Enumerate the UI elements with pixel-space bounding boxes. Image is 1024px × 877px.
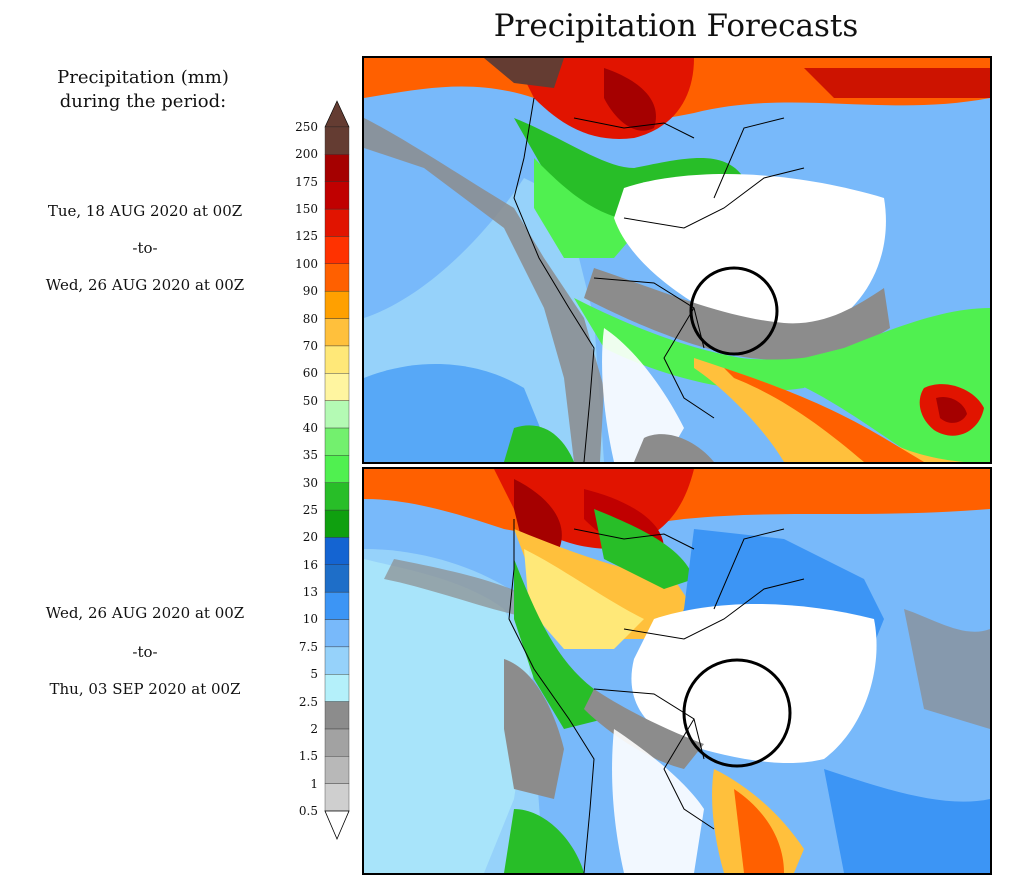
colorbar-bin bbox=[324, 482, 350, 511]
colorbar-bin bbox=[324, 208, 350, 237]
colorbar-bin bbox=[324, 619, 350, 648]
legend-title-line1: Precipitation (mm) bbox=[57, 67, 229, 88]
colorbar-tick-label: 200 bbox=[295, 147, 318, 162]
colorbar-bin bbox=[324, 373, 350, 401]
colorbar-bin bbox=[324, 181, 350, 210]
colorbar-min-arrow bbox=[324, 810, 350, 841]
forecast-map-period-1 bbox=[362, 56, 992, 464]
period-2-separator: -to- bbox=[132, 643, 158, 661]
colorbar-bin bbox=[324, 509, 350, 538]
colorbar-tick-label: 150 bbox=[295, 202, 318, 217]
colorbar-bin bbox=[324, 646, 350, 675]
precipitation-colorbar bbox=[322, 99, 352, 841]
colorbar-tick-label: 50 bbox=[302, 393, 318, 408]
colorbar-tick-label: 20 bbox=[302, 530, 318, 545]
period-2-start: Wed, 26 AUG 2020 at 00Z bbox=[45, 604, 245, 622]
colorbar-bin bbox=[324, 455, 350, 483]
colorbar-bin bbox=[324, 154, 350, 182]
colorbar-tick-label: 16 bbox=[302, 557, 318, 572]
colorbar-tick-label: 175 bbox=[295, 174, 318, 189]
colorbar-tick-label: 90 bbox=[302, 284, 318, 299]
colorbar-tick-label: 1 bbox=[310, 776, 318, 791]
highlight-circle bbox=[689, 266, 779, 356]
colorbar-bin bbox=[324, 318, 350, 347]
colorbar-bin bbox=[324, 537, 350, 565]
colorbar-tick-label: 10 bbox=[302, 612, 318, 627]
colorbar-bin bbox=[324, 236, 350, 265]
colorbar-tick-label: 60 bbox=[302, 366, 318, 381]
colorbar-bin bbox=[324, 345, 350, 374]
colorbar-bin bbox=[324, 701, 350, 730]
colorbar-tick-label: 70 bbox=[302, 338, 318, 353]
colorbar-tick-label: 5 bbox=[310, 667, 318, 682]
colorbar-tick-label: 2 bbox=[310, 721, 318, 736]
period-1-end: Wed, 26 AUG 2020 at 00Z bbox=[45, 276, 245, 294]
colorbar-bin bbox=[324, 591, 350, 620]
colorbar-tick-label: 100 bbox=[295, 256, 318, 271]
colorbar-bin bbox=[324, 263, 350, 292]
colorbar-tick-label: 13 bbox=[302, 585, 318, 600]
colorbar-bin bbox=[324, 400, 350, 429]
colorbar-tick-label: 2.5 bbox=[298, 694, 318, 709]
colorbar-bin bbox=[324, 756, 350, 784]
colorbar-bin bbox=[324, 674, 350, 702]
colorbar-bin bbox=[324, 564, 350, 593]
colorbar-tick-label: 250 bbox=[295, 120, 318, 134]
colorbar-bin bbox=[324, 783, 350, 812]
colorbar-tick-label: 80 bbox=[302, 311, 318, 326]
period-2-end: Thu, 03 SEP 2020 at 00Z bbox=[49, 680, 241, 698]
colorbar-max-arrow bbox=[324, 100, 350, 128]
highlight-circle bbox=[682, 658, 792, 768]
period-1-separator: -to- bbox=[132, 239, 158, 257]
forecast-map-period-2 bbox=[362, 467, 992, 875]
colorbar-tick-label: 0.5 bbox=[298, 804, 318, 818]
colorbar-tick-label: 125 bbox=[295, 229, 318, 244]
colorbar-tick-label: 1.5 bbox=[298, 749, 318, 764]
period-1-start: Tue, 18 AUG 2020 at 00Z bbox=[47, 202, 243, 220]
colorbar-bin bbox=[324, 427, 350, 456]
colorbar-tick-label: 40 bbox=[302, 420, 318, 435]
colorbar-bin bbox=[324, 126, 350, 155]
colorbar-bin bbox=[324, 290, 350, 319]
colorbar-tick-label: 25 bbox=[302, 503, 318, 518]
colorbar-tick-label: 7.5 bbox=[298, 639, 318, 654]
legend-title: Precipitation (mm) during the period: bbox=[28, 66, 258, 114]
colorbar-tick-label: 30 bbox=[302, 475, 318, 490]
page-title: Precipitation Forecasts bbox=[493, 8, 859, 44]
legend-title-line2: during the period: bbox=[59, 91, 227, 112]
map-2-canvas bbox=[364, 469, 990, 873]
map-1-canvas bbox=[364, 58, 990, 462]
colorbar-bin bbox=[324, 728, 350, 757]
colorbar-tick-label: 35 bbox=[302, 448, 318, 463]
